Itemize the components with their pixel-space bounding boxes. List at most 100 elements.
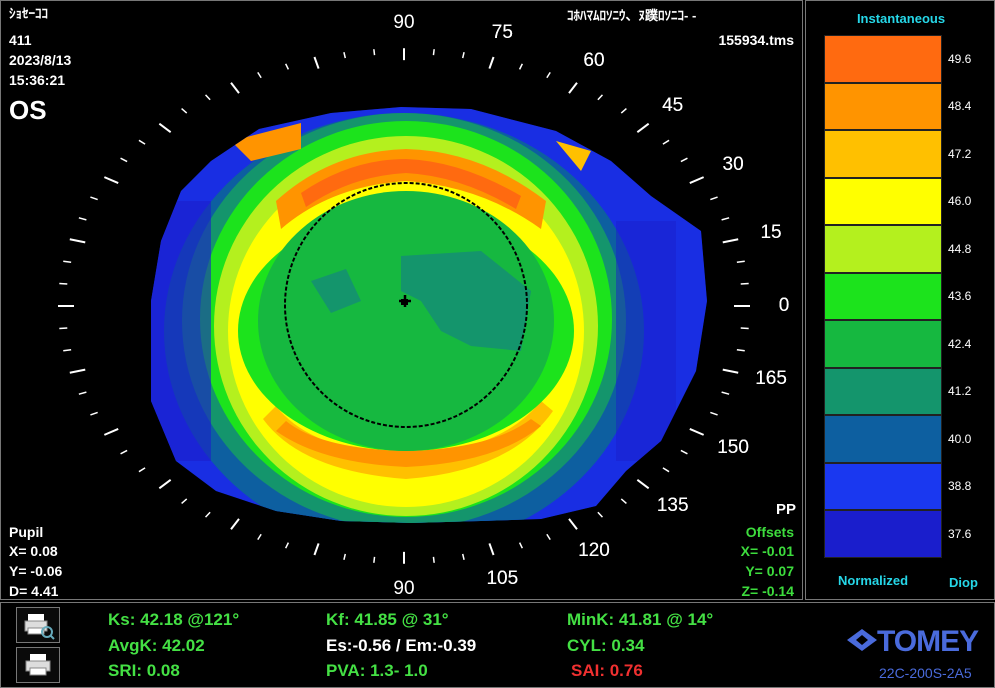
angle-tick	[740, 327, 749, 330]
offset-y: Y= 0.07	[745, 563, 794, 579]
angle-tick	[78, 391, 87, 395]
angle-label: 165	[755, 368, 787, 390]
angle-tick	[689, 428, 705, 436]
angle-label: 0	[778, 295, 790, 316]
angle-tick	[373, 556, 376, 563]
tomey-logo-icon	[847, 629, 877, 651]
pupil-y: Y= -0.06	[9, 563, 63, 579]
eye-label: OS	[9, 95, 47, 125]
scale-value: 42.4	[948, 336, 972, 351]
angle-label: 30	[722, 153, 744, 175]
avgk-value: AvgK: 42.02	[108, 636, 205, 655]
angle-tick	[78, 217, 87, 221]
angle-label: 120	[578, 540, 610, 562]
exam-title: ｺﾎﾊﾏﾑﾛｿﾆｳ、ﾇ蹼ﾛｿﾆｺ- -	[567, 8, 697, 23]
scale-swatch	[824, 415, 942, 463]
sai-value: SAI: 0.76	[571, 661, 643, 680]
angle-label: 105	[486, 568, 519, 590]
unit-label: Diop	[949, 575, 978, 590]
scale-swatch	[824, 367, 942, 415]
angle-tick	[432, 49, 435, 56]
angle-tick	[204, 94, 211, 101]
offsets-title: Offsets	[745, 524, 794, 540]
angle-tick	[662, 139, 670, 145]
normalized-button[interactable]: Normalized	[838, 573, 909, 588]
angle-tick	[636, 122, 650, 133]
angle-tick	[63, 348, 72, 352]
angle-tick	[103, 428, 119, 436]
scale-value: 48.4	[948, 99, 972, 114]
pupil-d: D= 4.41	[9, 583, 59, 599]
angle-label: 90	[393, 12, 415, 33]
angle-tick	[230, 82, 240, 94]
angle-label: 165	[755, 368, 787, 390]
angle-tick	[546, 71, 551, 79]
angle-tick	[680, 157, 688, 163]
angle-tick	[158, 479, 172, 490]
scale-swatch	[824, 320, 942, 368]
es-em-value: Es:-0.56 / Em:-0.39	[326, 636, 477, 655]
angle-label: 45	[662, 94, 684, 116]
sri-value: SRI: 0.08	[108, 661, 180, 680]
pva-value: PVA: 1.3- 1.0	[326, 661, 428, 680]
angle-tick	[636, 479, 650, 490]
patient-id: 411	[9, 32, 32, 48]
angle-tick	[736, 348, 745, 352]
angle-tick	[721, 217, 730, 221]
angle-tick	[689, 176, 705, 184]
angle-tick	[343, 51, 347, 59]
angle-tick	[597, 511, 604, 518]
angle-tick	[138, 467, 146, 473]
cyl-value: CYL: 0.34	[567, 636, 645, 655]
print-button[interactable]	[16, 647, 60, 683]
angle-ticks	[58, 48, 750, 564]
angle-tick	[69, 368, 86, 374]
angle-label: 15	[760, 221, 782, 243]
angle-tick	[373, 49, 376, 56]
angle-tick	[680, 449, 688, 455]
scale-swatch	[824, 130, 942, 178]
angle-tick	[313, 543, 320, 556]
angle-label: 75	[491, 21, 513, 43]
angle-tick	[620, 498, 627, 505]
angle-tick	[343, 553, 347, 561]
exam-time: 15:36:21	[9, 72, 66, 88]
angle-label: 75	[491, 21, 513, 43]
angle-tick	[740, 282, 749, 285]
angle-tick	[432, 556, 435, 563]
exam-date: 2023/8/13	[9, 52, 72, 68]
scale-value: 41.2	[948, 384, 972, 399]
angle-tick	[662, 467, 670, 473]
angle-tick	[568, 82, 578, 94]
angle-tick	[138, 139, 146, 145]
topography-map-panel: ｼｮｾｰｺｺ 411 2023/8/13 15:36:21 OS ｺﾎﾊﾏﾑﾛｿ…	[0, 0, 803, 600]
ks-value: Ks: 42.18 @121°	[108, 610, 240, 629]
scale-value: 49.6	[948, 51, 972, 66]
pupil-title: Pupil	[9, 524, 44, 540]
scale-value: 47.2	[948, 146, 972, 161]
scale-value: 37.6	[948, 526, 972, 541]
angle-tick	[181, 107, 188, 114]
angle-tick	[181, 498, 188, 505]
scale-swatch	[824, 35, 942, 83]
mink-value: MinK: 41.81 @ 14°	[567, 610, 714, 629]
patient-name: ｼｮｾｰｺｺ	[9, 6, 48, 21]
corneal-map[interactable]	[1, 1, 804, 601]
scale-value: 38.8	[948, 479, 972, 494]
angle-tick	[461, 51, 465, 59]
printer-magnify-icon	[24, 614, 55, 640]
angle-tick	[69, 238, 86, 244]
offset-x: X= -0.01	[740, 543, 794, 559]
topography-color-map	[151, 107, 707, 523]
angle-tick	[518, 63, 524, 70]
angle-tick	[120, 449, 128, 455]
angle-tick	[284, 542, 290, 549]
file-name: 155934.tms	[718, 32, 794, 48]
angle-tick	[568, 518, 578, 530]
angle-tick	[710, 196, 718, 201]
print-preview-button[interactable]	[16, 607, 60, 643]
angle-tick	[120, 157, 128, 163]
angle-label: 135	[656, 495, 689, 517]
angle-label: 60	[583, 49, 605, 71]
kf-value: Kf: 41.85 @ 31°	[326, 610, 449, 629]
